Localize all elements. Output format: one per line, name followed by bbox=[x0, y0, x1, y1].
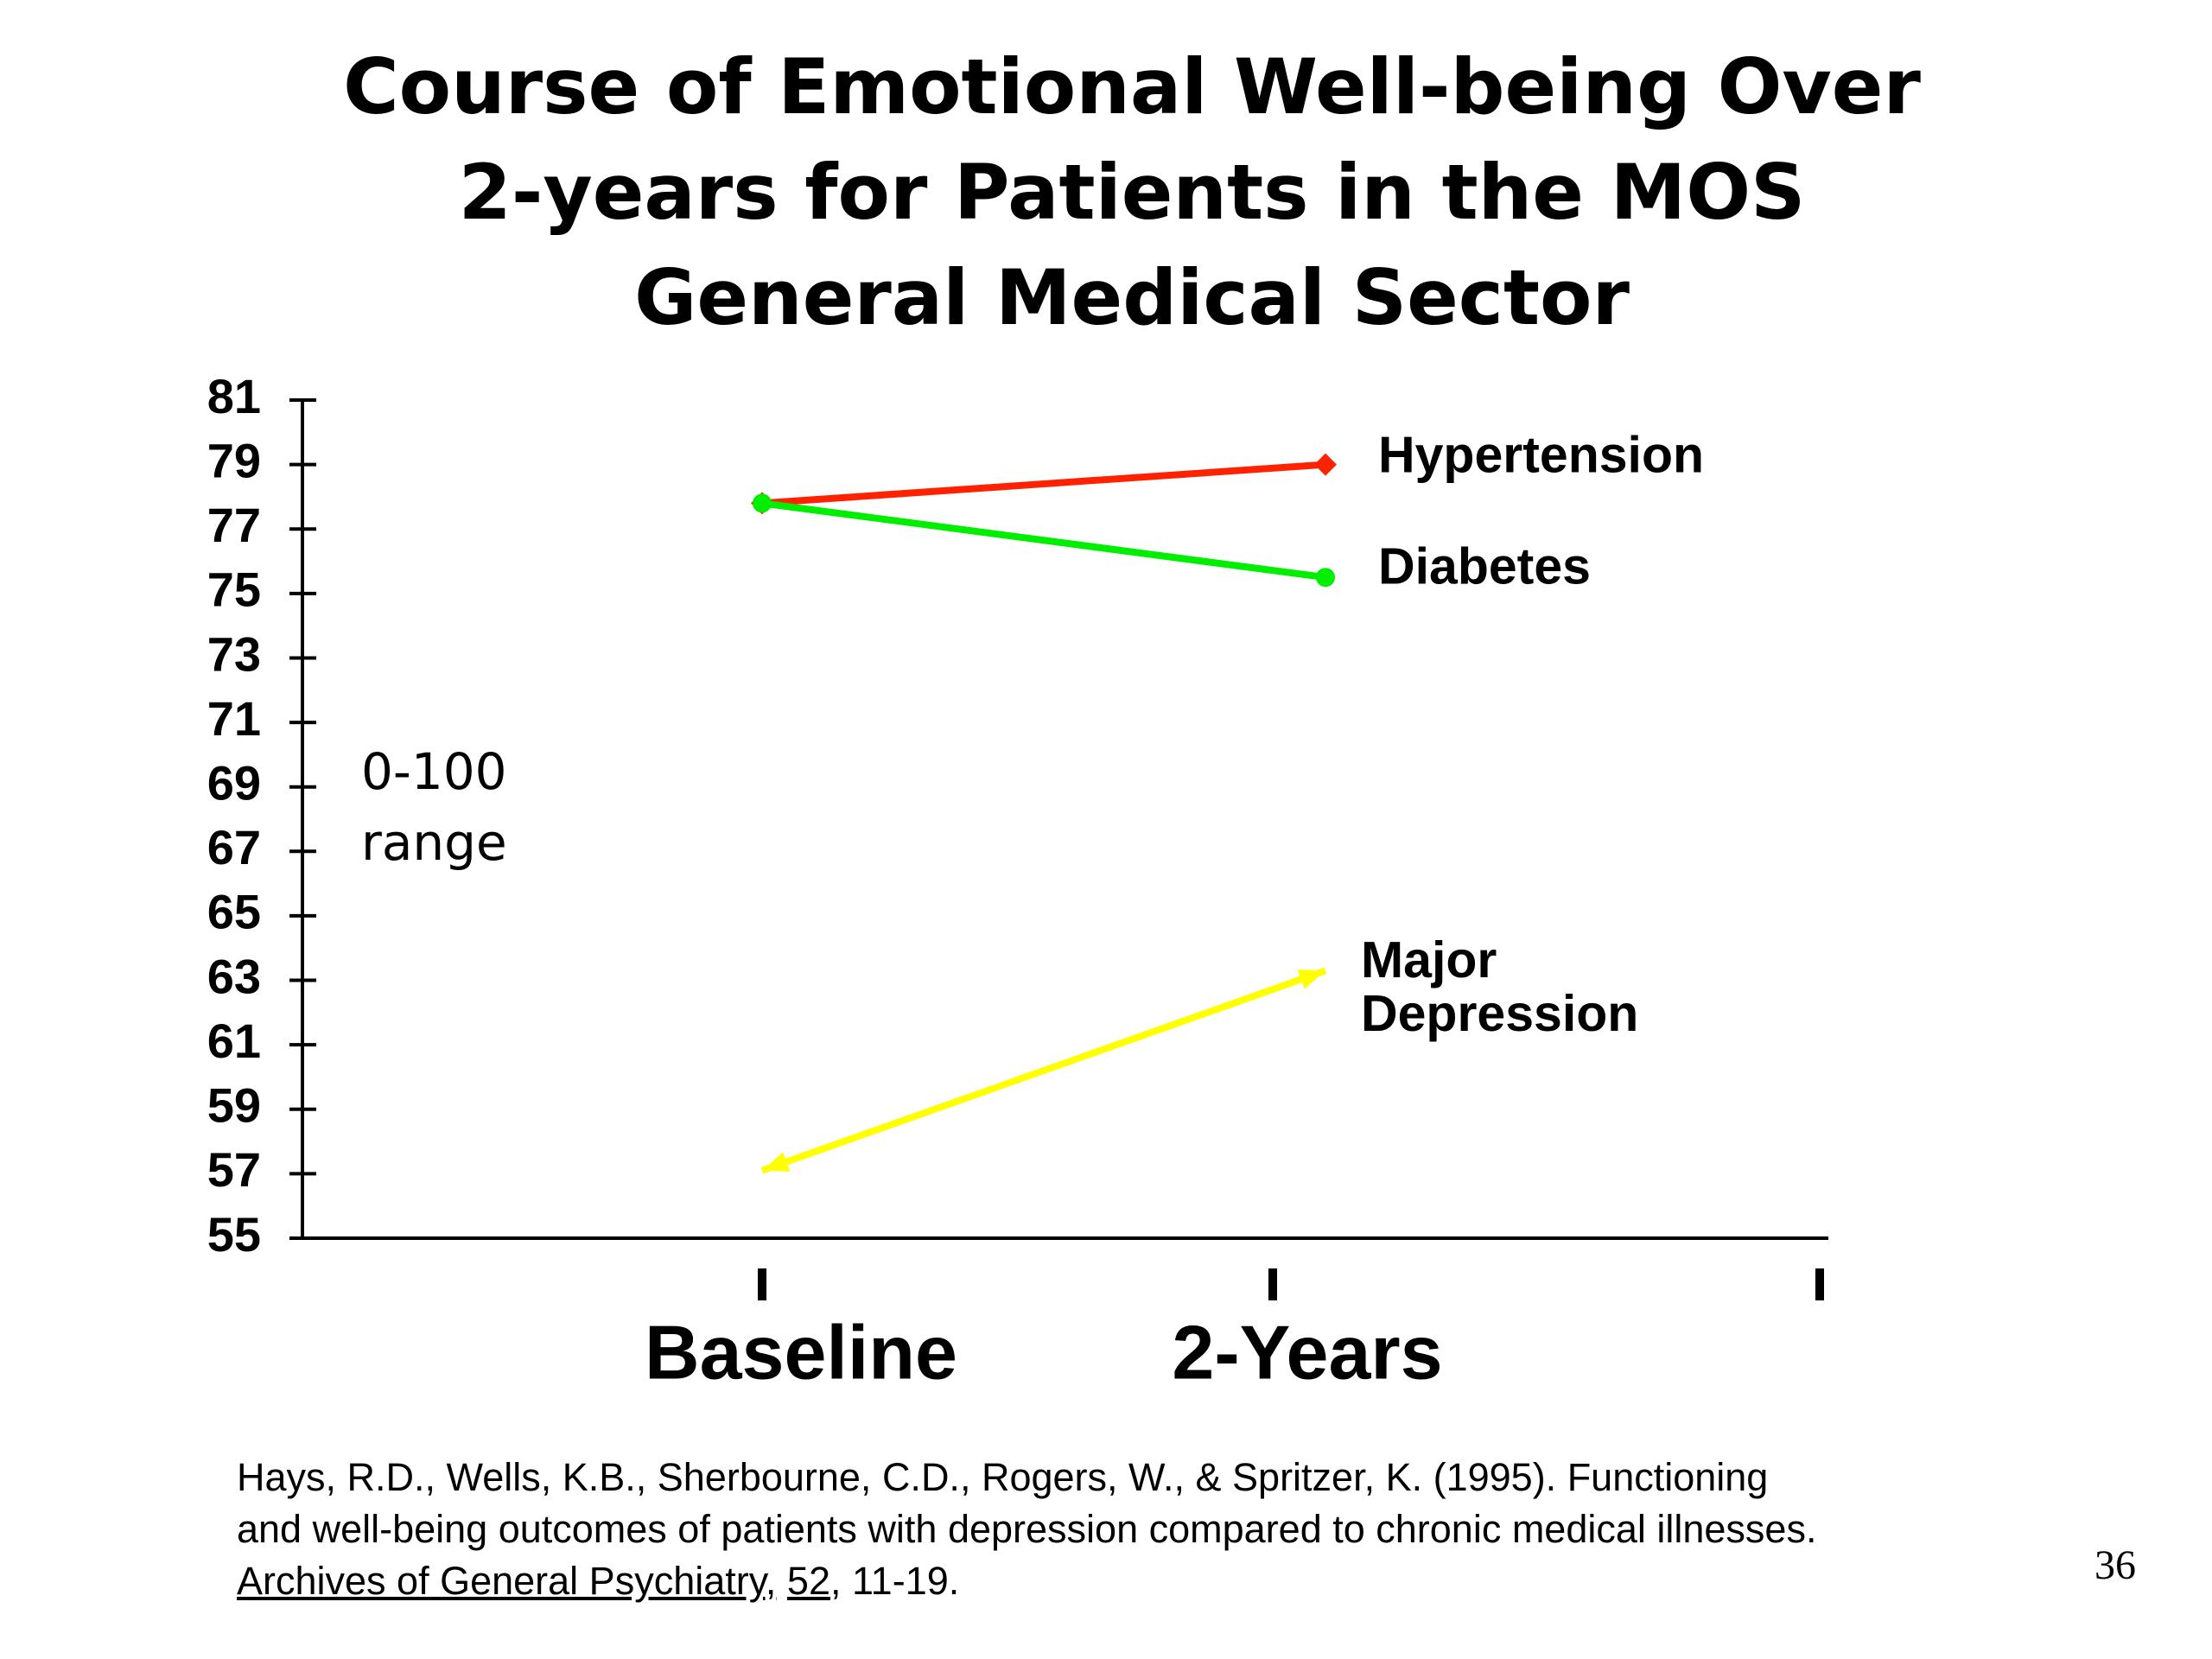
y-tick-label: 71 bbox=[207, 691, 261, 746]
journal: Archives of General Psychiatry, bbox=[237, 1559, 777, 1603]
marker bbox=[1297, 969, 1325, 989]
y-tick-label: 79 bbox=[207, 433, 261, 487]
series-line bbox=[761, 499, 1326, 582]
series-label: Major Depression bbox=[1361, 931, 1639, 1042]
y-tick-label: 73 bbox=[207, 626, 261, 681]
y-tick-label: 55 bbox=[207, 1207, 261, 1262]
chart-title: Course of Emotional Well-being Over 2-ye… bbox=[343, 42, 1921, 342]
marker bbox=[1316, 568, 1335, 588]
pages: , 11-19. bbox=[830, 1559, 960, 1603]
y-tick-label: 59 bbox=[207, 1078, 261, 1133]
y-tick-label: 75 bbox=[207, 563, 261, 617]
volume: 52 bbox=[786, 1559, 830, 1603]
citation: Hays, R.D., Wells, K.B., Sherbourne, C.D… bbox=[237, 1455, 1817, 1551]
series-line bbox=[761, 461, 1326, 507]
page-number: 36 bbox=[2094, 1542, 2136, 1588]
series-label: Hypertension bbox=[1378, 427, 1704, 484]
series-line bbox=[760, 967, 1327, 1174]
series-label: Diabetes bbox=[1378, 538, 1591, 595]
citation-source: Archives of General Psychiatry, 52, 11-1… bbox=[237, 1555, 959, 1607]
y-tick-label: 65 bbox=[207, 885, 261, 939]
y-tick-label: 61 bbox=[207, 1014, 261, 1068]
x-tick-label: Baseline bbox=[645, 1309, 957, 1395]
y-tick-label: 69 bbox=[207, 755, 261, 810]
y-tick-label: 81 bbox=[207, 369, 261, 423]
annotation: 0-100 range bbox=[361, 742, 507, 872]
y-tick-label: 77 bbox=[207, 498, 261, 552]
x-tick-label: 2-Years bbox=[1172, 1309, 1442, 1395]
y-tick-label: 67 bbox=[207, 820, 261, 874]
y-tick-label: 57 bbox=[207, 1142, 261, 1197]
marker bbox=[1314, 453, 1337, 476]
y-tick-label: 63 bbox=[207, 949, 261, 1003]
marker bbox=[762, 1152, 791, 1172]
marker bbox=[753, 493, 772, 513]
